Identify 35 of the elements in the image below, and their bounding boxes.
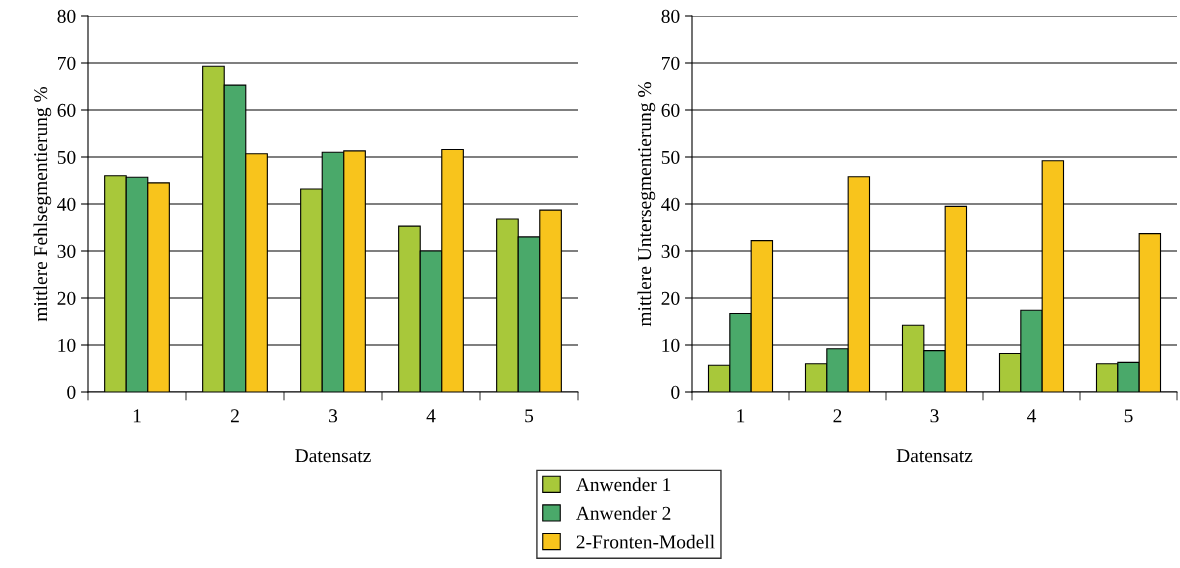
y-tick-label: 50 — [661, 150, 680, 164]
legend-label: 2-Fronten-Modell — [576, 534, 715, 549]
y-tick-label: 50 — [57, 150, 76, 164]
y-tick-label: 60 — [57, 103, 76, 117]
x-axis-title: Datensatz — [295, 449, 371, 463]
y-tick-label: 70 — [662, 56, 680, 70]
x-tick-label: 2 — [230, 409, 239, 423]
x-tick-label: 3 — [329, 409, 338, 423]
y-tick-label: 40 — [57, 197, 76, 211]
x-tick-label: 4 — [1027, 409, 1037, 423]
y-tick-label: 60 — [661, 103, 680, 117]
y-tick-label: 70 — [58, 56, 76, 70]
y-axis-title: mittlere Untersegmentierung % — [637, 82, 656, 327]
x-tick-label: 1 — [737, 409, 745, 423]
y-tick-label: 0 — [671, 385, 680, 399]
y-tick-label: 10 — [662, 338, 680, 352]
y-tick-label: 40 — [661, 197, 680, 211]
x-tick-label: 4 — [426, 409, 436, 423]
x-tick-label: 5 — [1124, 409, 1133, 423]
legend-label: Anwender 1 — [575, 477, 671, 492]
x-tick-label: 1 — [133, 409, 141, 423]
y-tick-label: 80 — [57, 9, 76, 23]
legend-label: Anwender 2 — [575, 506, 671, 520]
y-tick-label: 0 — [67, 385, 76, 399]
y-tick-label: 80 — [661, 9, 680, 23]
x-tick-label: 5 — [525, 409, 534, 423]
y-tick-label: 20 — [57, 291, 76, 305]
y-tick-label: 30 — [661, 244, 680, 258]
x-tick-label: 2 — [833, 409, 842, 423]
x-axis-title: Datensatz — [896, 449, 973, 463]
y-axis-title: mittlere Fehlsegmentierung % — [33, 86, 52, 322]
y-tick-label: 30 — [57, 244, 76, 258]
x-tick-label: 3 — [930, 409, 939, 423]
y-tick-label: 10 — [58, 338, 76, 352]
y-tick-label: 20 — [661, 291, 680, 305]
